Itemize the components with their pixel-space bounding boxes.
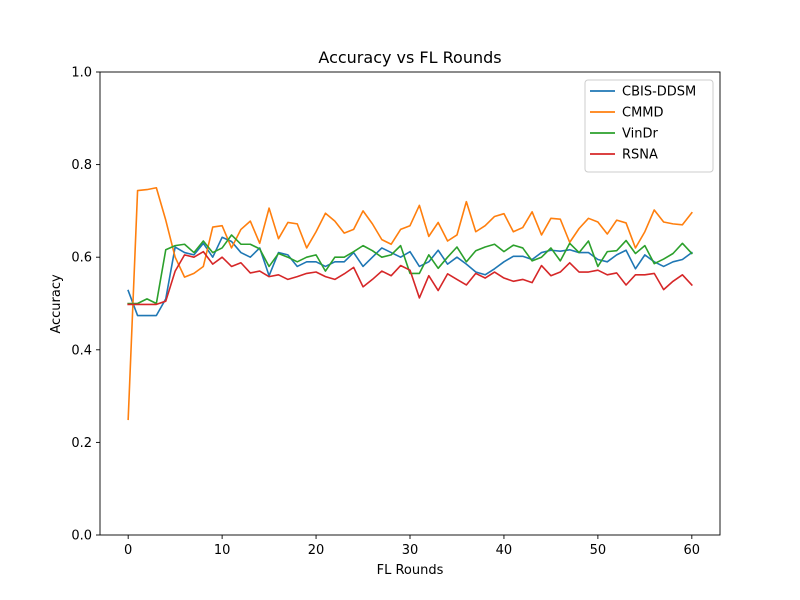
legend-entry-label: RSNA: [622, 148, 658, 163]
series-line-vindr: [127, 234, 693, 305]
series-line-rsna: [127, 250, 693, 306]
y-tick-label: 1.0: [71, 66, 92, 81]
legend-entry-label: CMMD: [622, 106, 664, 121]
plot-area: [99, 71, 721, 536]
x-tick-label: 30: [402, 543, 419, 558]
y-axis-label: Accuracy: [49, 274, 64, 334]
y-axis: 0.0 0.2 0.4 0.6 0.8 1.0: [71, 66, 100, 544]
x-tick-label: 40: [496, 543, 513, 558]
x-tick-label: 50: [590, 543, 607, 558]
series-line-cmmd: [127, 186, 693, 421]
y-tick-label: 0.4: [71, 343, 92, 358]
series-line-cbis-ddsm: [127, 236, 693, 317]
legend-entry-label: CBIS-DDSM: [622, 85, 696, 100]
x-axis: 0 10 20 30 40 50 60: [124, 535, 700, 558]
y-tick-label: 0.2: [71, 436, 92, 451]
chart-title: Accuracy vs FL Rounds: [318, 48, 501, 67]
x-axis-label: FL Rounds: [377, 563, 444, 578]
x-tick-label: 60: [684, 543, 701, 558]
x-tick-label: 0: [124, 543, 132, 558]
y-tick-label: 0.6: [71, 251, 92, 266]
legend: CBIS-DDSM CMMD VinDr RSNA: [584, 79, 714, 173]
y-tick-label: 0.8: [71, 158, 92, 173]
x-tick-label: 10: [214, 543, 231, 558]
legend-box: [584, 79, 714, 173]
x-tick-label: 20: [308, 543, 325, 558]
y-tick-label: 0.0: [71, 529, 92, 544]
legend-entry-label: VinDr: [622, 127, 658, 142]
